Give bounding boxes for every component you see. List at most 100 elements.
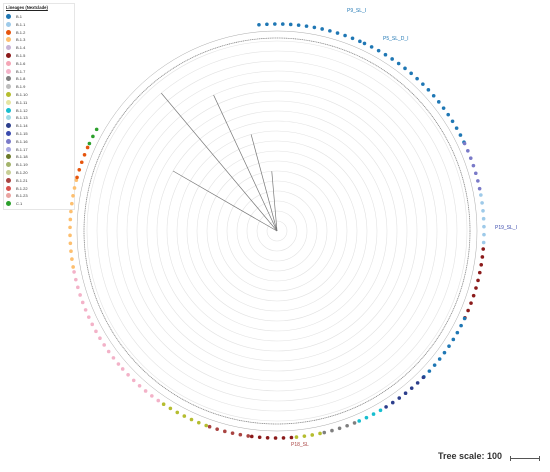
tip-marker (482, 224, 486, 229)
tip-marker (358, 39, 362, 44)
tip-marker (78, 293, 82, 297)
legend-swatch (6, 162, 11, 168)
tip-marker (182, 414, 187, 418)
legend-item: B.1.6 (6, 60, 25, 67)
legend-item: B.1.8 (6, 75, 25, 82)
tip-marker (369, 45, 374, 49)
tip-marker (432, 363, 437, 367)
tip-marker (281, 436, 286, 440)
tip-marker (74, 277, 78, 282)
legend-item: B.1.13 (6, 114, 28, 121)
tip-marker (82, 152, 87, 157)
tree-ring (176, 130, 378, 332)
legend-item: C.1 (6, 200, 22, 207)
legend-label: B.1.22 (16, 185, 28, 191)
legend-label: B.1.23 (16, 193, 28, 199)
tree-branch (271, 171, 278, 232)
tip-label: P5_SL_D_I (383, 36, 409, 42)
tip-marker (69, 209, 73, 214)
tip-marker (76, 285, 80, 290)
tip-marker (481, 247, 486, 251)
tip-marker (371, 412, 376, 416)
legend-label: B.1.3 (16, 37, 26, 43)
tree-ring (186, 140, 368, 322)
tip-marker (427, 369, 432, 373)
legend-label: B.1.10 (16, 92, 28, 97)
legend-label: B.1.7 (16, 68, 26, 74)
tip-marker (362, 41, 367, 46)
tip-marker (294, 435, 299, 439)
outer-arc (76, 30, 478, 432)
legend-item: B.1.5 (6, 52, 25, 59)
legend-label: B.1.18 (16, 154, 28, 160)
tip-marker (345, 423, 349, 428)
legend-label: B.1.6 (16, 60, 26, 66)
tip-marker (80, 300, 85, 305)
legend-swatch (6, 115, 11, 121)
tip-marker (479, 193, 483, 197)
tip-marker (83, 308, 88, 312)
tip-marker (480, 201, 484, 205)
legend-label: B.1 (16, 14, 23, 19)
legend-swatch (6, 76, 11, 82)
tip-marker (322, 430, 327, 435)
tip-marker (68, 217, 73, 222)
tree-ring (86, 40, 468, 422)
tip-marker (403, 391, 408, 396)
legend-item: B.1.19 (6, 161, 28, 168)
tip-marker (68, 225, 72, 230)
tip-marker (446, 112, 451, 117)
tip-marker (273, 22, 277, 26)
legend-swatch (6, 60, 11, 66)
tip-marker (396, 61, 401, 66)
tip-marker (98, 336, 102, 341)
legend-swatch (6, 154, 11, 160)
tip-marker (458, 133, 463, 137)
tip-marker (75, 175, 79, 180)
legend-label: B.1.14 (16, 123, 28, 129)
legend-item: B.1.11 (6, 99, 27, 106)
legend-item: B.1.10 (6, 91, 28, 98)
tip-marker (390, 57, 394, 61)
tip-marker (447, 344, 451, 348)
tip-marker (143, 389, 148, 393)
tip-marker (431, 93, 436, 98)
tip-label: P19_SL_I (495, 225, 517, 231)
tip-marker (106, 349, 111, 354)
tree-branch (172, 170, 278, 232)
tip-marker (230, 431, 235, 435)
legend-swatch (6, 14, 11, 19)
legend-swatch (6, 53, 11, 58)
legend-label: B.1.21 (16, 177, 28, 183)
tip-marker (409, 386, 414, 390)
legend-label: B.1.11 (16, 99, 28, 105)
legend-item: B.1.23 (6, 192, 28, 199)
legend-label: B.1.20 (16, 170, 28, 175)
tip-marker (357, 419, 362, 423)
tip-marker (480, 255, 485, 259)
legend-swatch (6, 177, 11, 183)
tip-marker (473, 171, 478, 176)
tip-marker (302, 434, 307, 438)
tip-marker (79, 160, 84, 165)
tree-ring (216, 170, 338, 292)
tip-marker (390, 400, 395, 405)
legend-label: B.1.4 (16, 45, 26, 51)
tip-marker (466, 148, 470, 153)
legend-item: B.1.14 (6, 122, 28, 129)
legend-label: B.1.1 (16, 21, 26, 27)
tip-marker (196, 420, 201, 425)
legend-label: B.1.15 (16, 131, 28, 136)
tip-marker (288, 22, 293, 27)
tip-marker (477, 186, 482, 191)
tip-label: P9_SL_I (347, 8, 366, 14)
tip-marker (415, 76, 419, 81)
tip-marker (116, 362, 121, 366)
tip-marker (120, 367, 125, 371)
tip-marker (150, 394, 154, 398)
legend-item: B.1.21 (6, 177, 28, 184)
tip-marker (471, 163, 476, 168)
legend-item: B.1.17 (6, 146, 28, 153)
legend-item: B.1.15 (6, 130, 28, 137)
tip-marker (474, 286, 478, 290)
